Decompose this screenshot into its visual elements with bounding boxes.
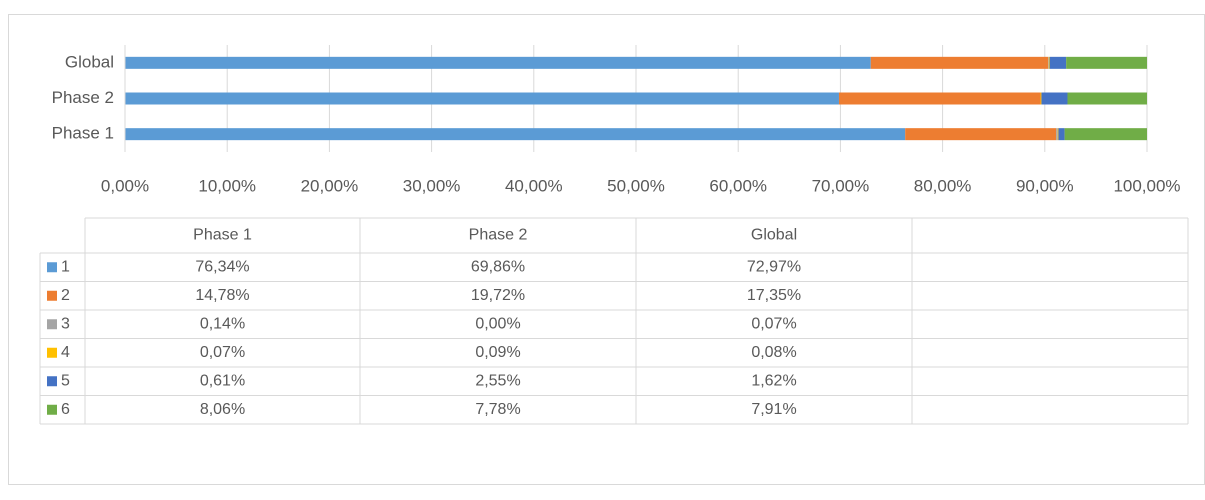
table-value: 14,78% [195, 287, 249, 304]
table-value: 7,78% [475, 401, 520, 418]
legend-label: 3 [61, 315, 70, 332]
x-tick-label: 80,00% [914, 176, 972, 195]
bar-segment [125, 128, 906, 141]
table-value: 8,06% [200, 401, 245, 418]
bar-segment [1056, 128, 1058, 141]
table-value: 7,91% [751, 401, 796, 418]
table-value: 0,09% [475, 344, 520, 361]
bar-segment [870, 56, 1049, 69]
x-tick-label: 70,00% [812, 176, 870, 195]
table-value: 0,00% [475, 315, 520, 332]
table-header: Global [751, 227, 797, 244]
x-tick-label: 40,00% [505, 176, 563, 195]
y-tick-label: Phase 1 [52, 124, 114, 143]
bar-segment [1058, 128, 1065, 141]
x-tick-label: 90,00% [1016, 176, 1074, 195]
table-value: 69,86% [471, 258, 525, 275]
table-value: 2,55% [475, 372, 520, 389]
bar-segment [1040, 92, 1042, 105]
table-value: 0,14% [200, 315, 245, 332]
legend-key [47, 347, 57, 358]
legend-label: 4 [61, 344, 70, 361]
x-tick-label: 10,00% [198, 176, 256, 195]
legend-key [47, 262, 57, 273]
legend-label: 2 [61, 287, 70, 304]
table-value: 76,34% [195, 258, 249, 275]
legend-key [47, 404, 57, 415]
bar-segment [1048, 56, 1050, 69]
x-tick-label: 60,00% [709, 176, 767, 195]
x-tick-label: 30,00% [403, 176, 461, 195]
bar-segment [1057, 128, 1059, 141]
table-value: 0,08% [751, 344, 796, 361]
legend-label: 5 [61, 372, 70, 389]
y-tick-label: Global [65, 52, 114, 71]
bar-segment [1064, 128, 1147, 141]
table-value: 0,07% [200, 344, 245, 361]
table-value: 72,97% [747, 258, 801, 275]
table-value: 17,35% [747, 287, 801, 304]
bar-segment [1067, 92, 1147, 105]
table-value: 1,62% [751, 372, 796, 389]
bar-segment [838, 92, 1041, 105]
x-tick-label: 0,00% [101, 176, 149, 195]
table-value: 19,72% [471, 287, 525, 304]
table-value: 0,61% [200, 372, 245, 389]
bar-segment [1048, 56, 1049, 69]
table-value: 0,07% [751, 315, 796, 332]
table-header: Phase 1 [193, 227, 252, 244]
legend-key [47, 376, 57, 387]
legend-label: 6 [61, 401, 70, 418]
legend-label: 1 [61, 258, 70, 275]
bar-segment [125, 92, 839, 105]
bar-segment [125, 56, 871, 69]
legend-key [47, 290, 57, 301]
bar-segment [1066, 56, 1147, 69]
bar-segment [905, 128, 1057, 141]
table-header: Phase 2 [469, 227, 528, 244]
x-tick-label: 100,00% [1113, 176, 1180, 195]
legend-key [47, 319, 57, 330]
bar-segment [1041, 92, 1068, 105]
x-tick-label: 50,00% [607, 176, 665, 195]
y-tick-label: Phase 2 [52, 88, 114, 107]
x-tick-label: 20,00% [301, 176, 359, 195]
chart-border [8, 14, 1205, 485]
bar-segment [1049, 56, 1067, 69]
